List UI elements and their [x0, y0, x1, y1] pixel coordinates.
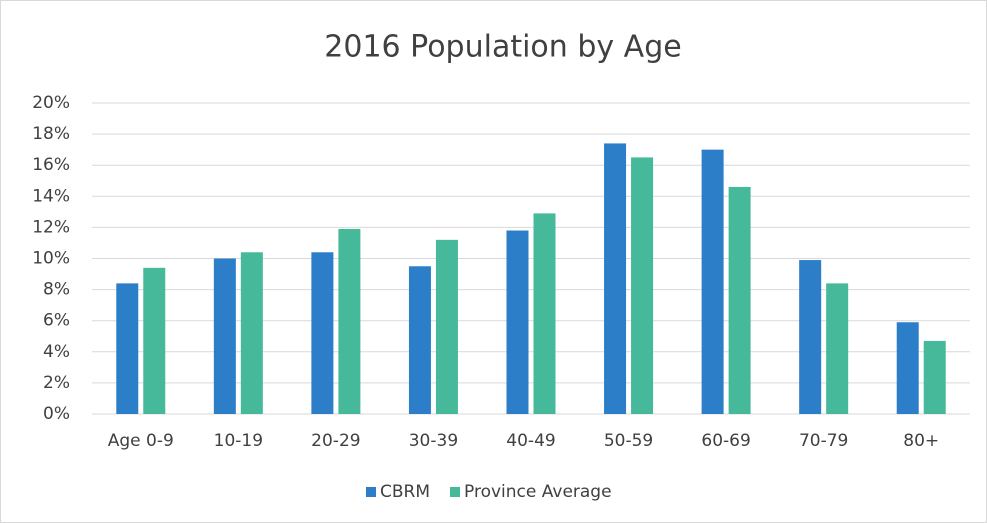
bar	[799, 260, 822, 414]
x-tick-label: 10-19	[214, 431, 263, 451]
chart-title: 2016 Population by Age	[324, 30, 681, 65]
bar	[311, 252, 334, 414]
y-tick-label: 18%	[32, 124, 70, 144]
x-tick-label: 20-29	[311, 431, 360, 451]
y-tick-label: 8%	[43, 280, 70, 300]
y-tick-label: 6%	[43, 311, 70, 331]
bar	[116, 283, 139, 414]
bar	[701, 149, 724, 414]
bar	[240, 252, 263, 414]
bar	[213, 258, 236, 414]
bar	[408, 266, 431, 414]
bar	[533, 213, 556, 414]
bar	[826, 283, 849, 414]
x-tick-label: 40-49	[506, 431, 555, 451]
x-tick-label: 30-39	[409, 431, 458, 451]
legend-label: Province Average	[464, 482, 612, 502]
legend-label: CBRM	[380, 482, 430, 502]
x-tick-label: 50-59	[604, 431, 653, 451]
legend-swatch	[366, 487, 376, 497]
y-tick-label: 10%	[32, 249, 70, 269]
bar	[923, 340, 946, 414]
bar	[896, 322, 919, 414]
bar	[338, 228, 361, 414]
bar	[506, 230, 529, 414]
y-tick-label: 0%	[43, 404, 70, 424]
legend-swatch	[450, 487, 461, 497]
bar	[143, 267, 166, 414]
bar	[728, 186, 751, 414]
x-tick-label: 60-69	[701, 431, 750, 451]
y-tick-label: 16%	[32, 155, 70, 175]
y-tick-label: 20%	[32, 93, 70, 113]
y-tick-label: 2%	[43, 373, 70, 393]
x-tick-label: 70-79	[799, 431, 848, 451]
y-tick-label: 4%	[43, 342, 70, 362]
bar	[604, 143, 627, 414]
x-tick-label: Age 0-9	[108, 431, 174, 451]
y-tick-label: 12%	[32, 217, 70, 237]
x-tick-label: 80+	[903, 431, 939, 451]
bar	[435, 239, 458, 414]
y-tick-label: 14%	[32, 186, 70, 206]
bar	[631, 157, 654, 415]
